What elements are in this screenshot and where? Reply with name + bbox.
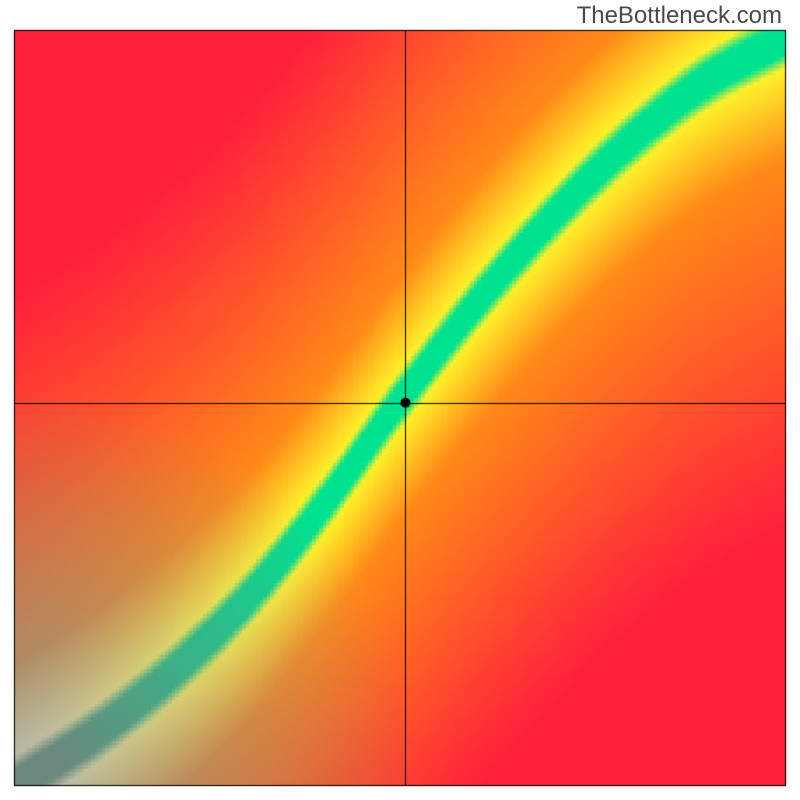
heatmap-overlay [0,0,800,800]
attribution-label: TheBottleneck.com [577,2,782,30]
